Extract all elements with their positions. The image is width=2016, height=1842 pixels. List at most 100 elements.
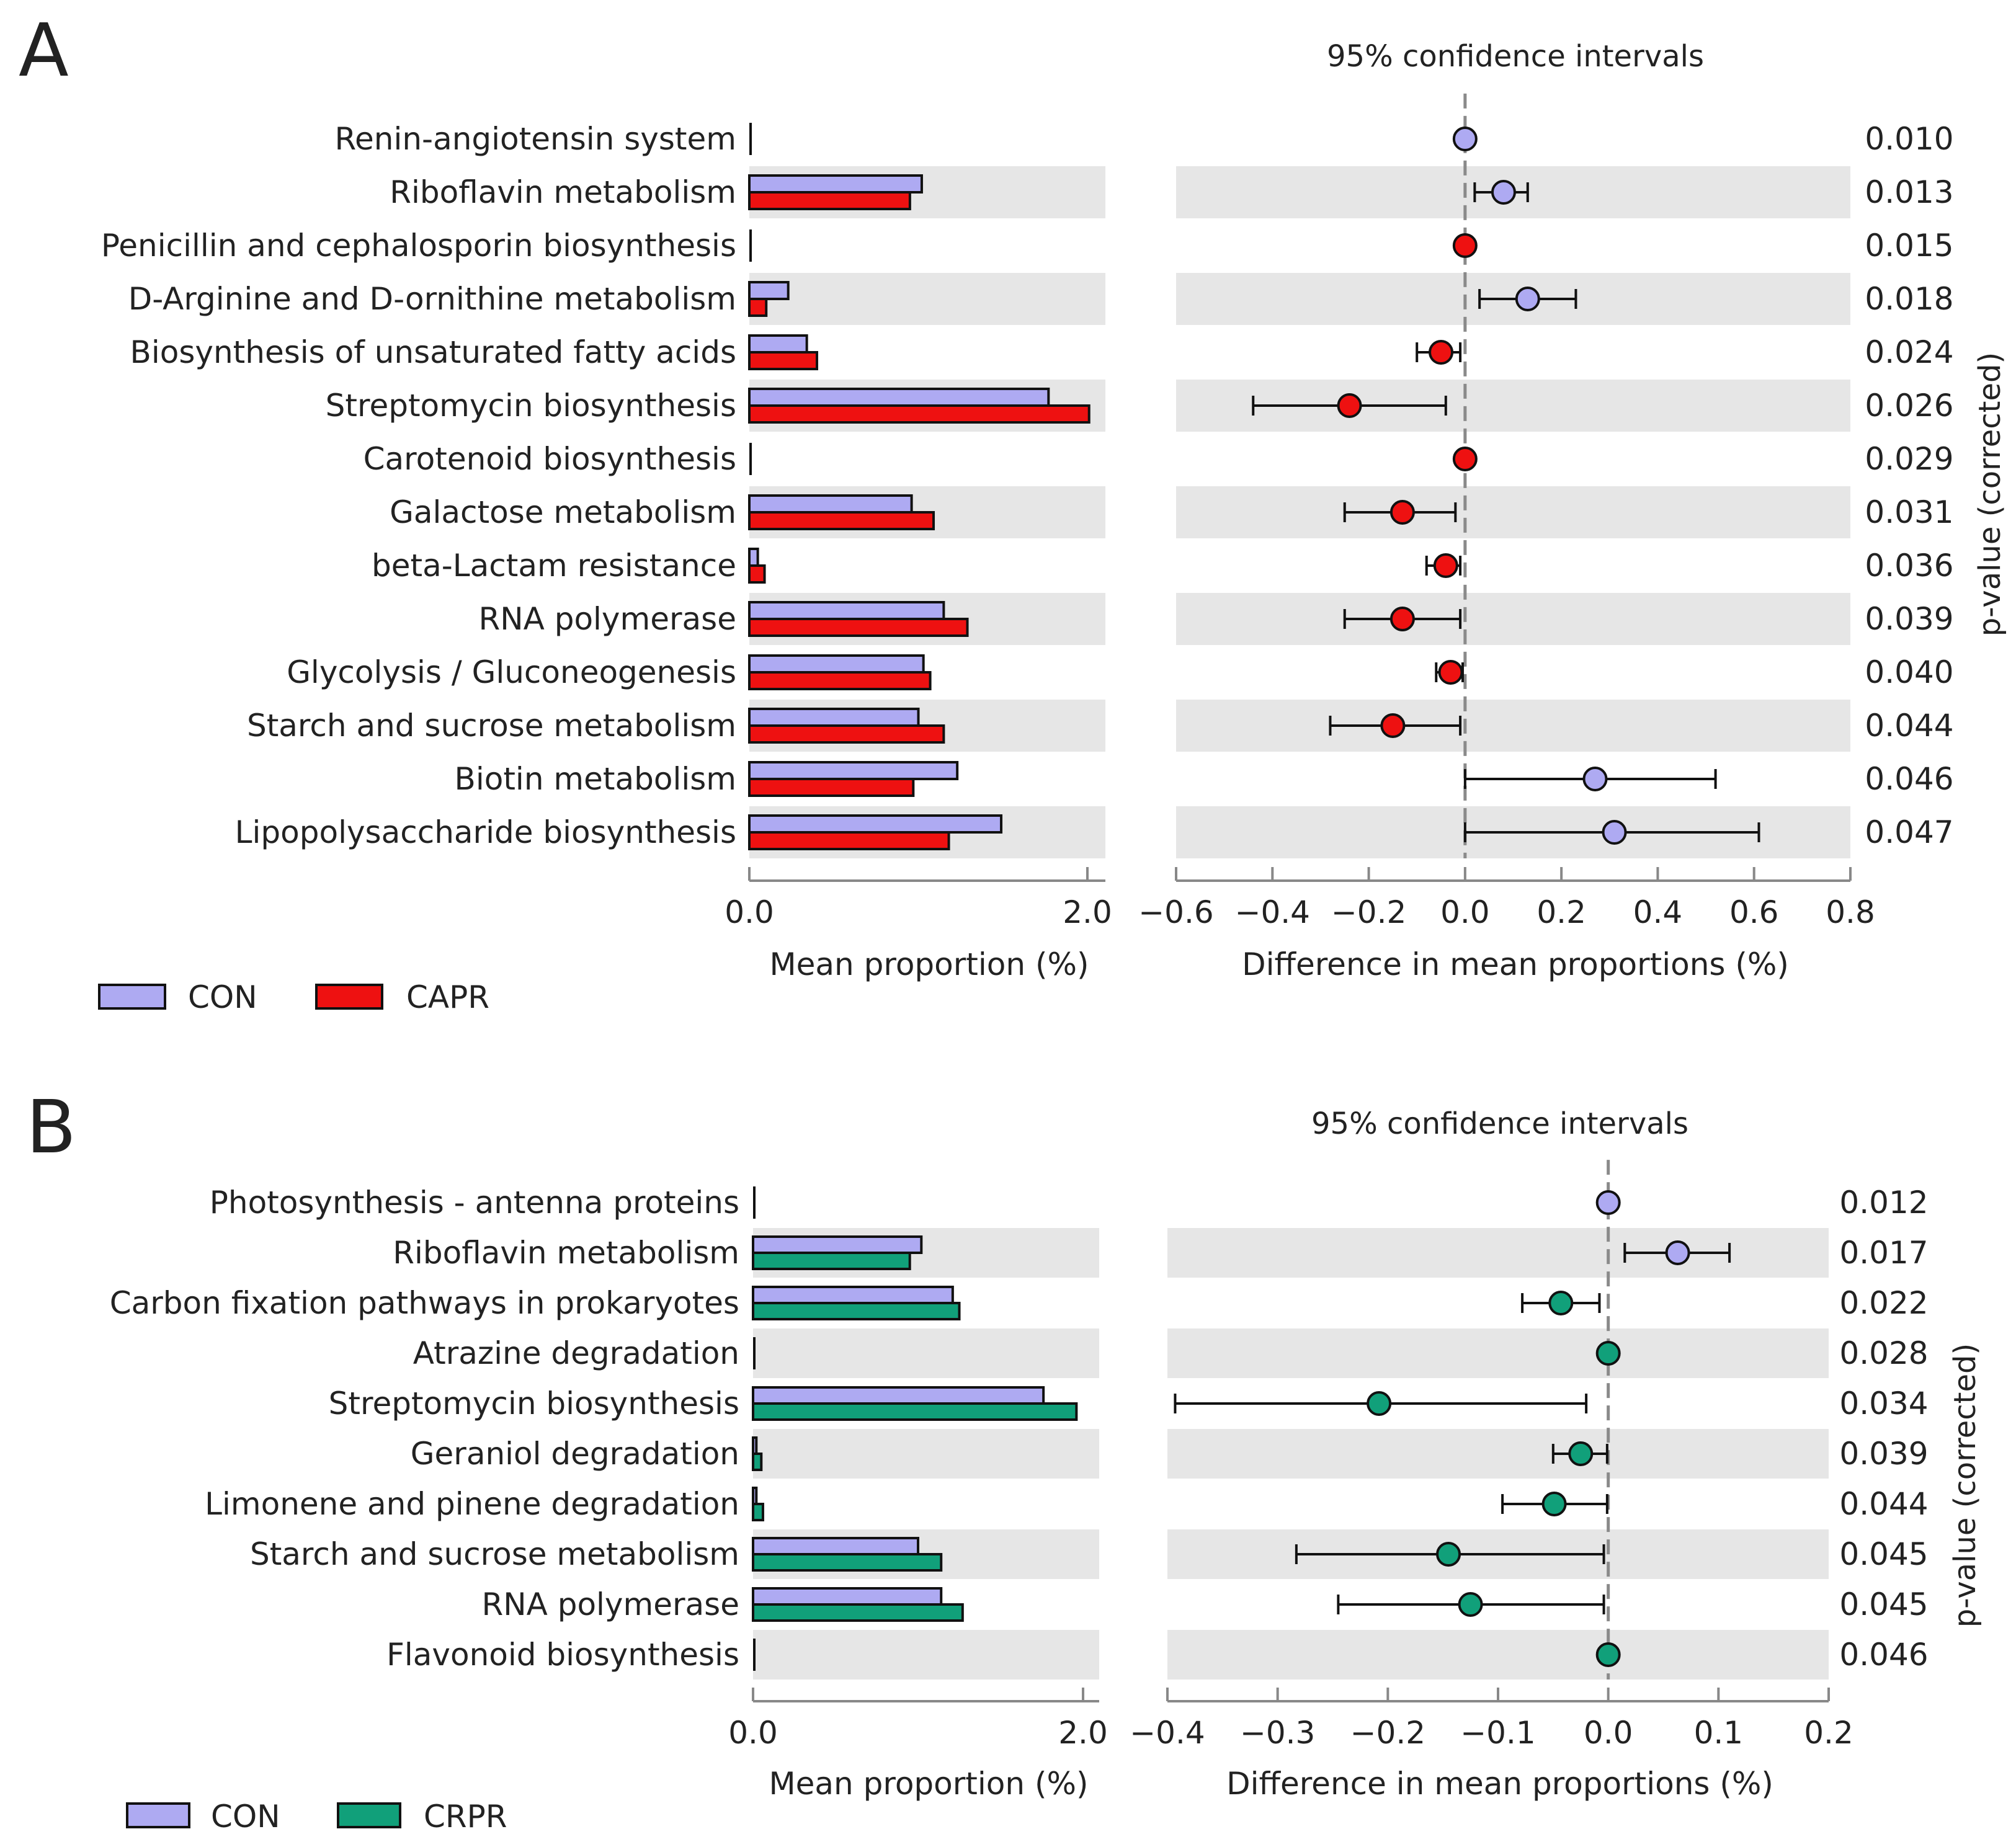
p-value: 0.018 <box>1865 281 1953 317</box>
bar-crpr <box>752 1252 911 1270</box>
bar-crpr <box>752 1553 943 1572</box>
p-value: 0.044 <box>1865 708 1953 744</box>
legend-item-crpr: CRPR <box>337 1799 507 1835</box>
bar-x-tick-label: 2.0 <box>1063 894 1112 930</box>
feature-label: beta-Lactam resistance <box>372 548 736 584</box>
legend-item-capr: CAPR <box>315 979 489 1015</box>
axes: 0.0 2.0 −0.4 −0.3 −0.2 −0.1 0.0 0.1 0.2 <box>728 1688 1853 1751</box>
row-band-diff <box>1176 593 1850 645</box>
diff-point <box>1595 1341 1621 1366</box>
feature-label: RNA polymerase <box>478 601 736 637</box>
feature-label: Riboflavin metabolism <box>390 174 736 210</box>
legend-swatch-con <box>126 1802 190 1828</box>
bar-con <box>748 761 959 780</box>
bar-capr <box>748 778 915 797</box>
feature-label: Penicillin and cephalosporin biosynthesi… <box>101 228 736 264</box>
legend-label-con: CON <box>211 1799 280 1835</box>
legend-swatch-con <box>98 984 166 1010</box>
diff-x-axis-label: Difference in mean proportions (%) <box>1226 1766 1773 1802</box>
feature-label: Starch and sucrose metabolism <box>247 708 736 744</box>
panel-letter: A <box>19 7 69 93</box>
panel-letter: B <box>26 1084 76 1170</box>
feature-label: Streptomycin biosynthesis <box>329 1386 739 1422</box>
p-value: 0.046 <box>1839 1637 1928 1673</box>
feature-label: Riboflavin metabolism <box>393 1235 739 1271</box>
feature-label: RNA polymerase <box>481 1586 739 1622</box>
feature-label: D-Arginine and D-ornithine metabolism <box>128 281 736 317</box>
legend-swatch-crpr <box>337 1802 401 1828</box>
p-value: 0.026 <box>1865 388 1953 424</box>
bar-x-axis-label: Mean proportion (%) <box>769 1766 1089 1802</box>
diff-point <box>1452 233 1478 258</box>
diff-point <box>1541 1492 1567 1516</box>
p-value: 0.015 <box>1865 228 1953 264</box>
bar-con <box>752 1436 758 1455</box>
diff-point <box>1367 1391 1392 1416</box>
p-value-axis-label: p-value (corrected) <box>1973 352 2007 636</box>
bar-crpr <box>752 1503 764 1521</box>
feature-rows: Renin-angiotensin system 0.010 Riboflavin … <box>101 93 1954 858</box>
bar-capr <box>748 351 818 370</box>
p-value: 0.045 <box>1839 1586 1928 1622</box>
p-value: 0.029 <box>1865 441 1953 477</box>
legend-label-con: CON <box>188 979 257 1015</box>
row-band-diff <box>1176 486 1850 538</box>
p-value: 0.028 <box>1839 1335 1928 1371</box>
diff-x-tick-label: −0.2 <box>1350 1715 1425 1751</box>
diff-x-tick-label: 0.1 <box>1694 1715 1744 1751</box>
diff-x-tick-label: 0.0 <box>1584 1715 1633 1751</box>
feature-label: Lipopolysaccharide biosynthesis <box>235 814 736 850</box>
p-value: 0.044 <box>1839 1486 1928 1522</box>
diff-point <box>1452 447 1478 471</box>
bar-con <box>752 1487 758 1505</box>
legend-item-con: CON <box>98 979 257 1015</box>
legend-label-crpr: CRPR <box>424 1799 507 1835</box>
diff-point <box>1433 553 1458 578</box>
bar-con <box>748 548 759 567</box>
legend-swatch-capr <box>315 984 383 1010</box>
legend: CON CRPR <box>126 1799 507 1835</box>
bar-capr <box>748 511 935 530</box>
row-band-diff <box>1167 1429 1829 1479</box>
bar-x-tick-label: 2.0 <box>1058 1715 1108 1751</box>
feature-label: Photosynthesis - antenna proteins <box>210 1185 739 1221</box>
bar-con <box>748 388 1050 407</box>
bar-x-axis-label: Mean proportion (%) <box>770 946 1089 982</box>
p-value: 0.017 <box>1839 1235 1928 1271</box>
diff-x-tick-label: −0.2 <box>1331 894 1406 930</box>
bar-capr <box>748 724 945 744</box>
p-value: 0.022 <box>1839 1285 1928 1321</box>
diff-x-tick-label: 0.8 <box>1826 894 1875 930</box>
p-value: 0.010 <box>1865 121 1953 157</box>
bar-con <box>752 1537 919 1555</box>
p-value-axis-label: p-value (corrected) <box>1948 1343 1983 1627</box>
bar-crpr <box>752 1603 964 1622</box>
feature-label: Flavonoid biosynthesis <box>386 1637 739 1673</box>
p-value: 0.039 <box>1865 601 1953 637</box>
bar-con <box>748 334 808 354</box>
diff-point <box>1595 1190 1621 1215</box>
p-value: 0.045 <box>1839 1536 1928 1572</box>
bar-con <box>752 1235 923 1254</box>
diff-point <box>1458 1592 1483 1617</box>
feature-label: Streptomycin biosynthesis <box>326 388 736 424</box>
bar-capr <box>748 831 950 850</box>
diff-x-tick-label: −0.1 <box>1460 1715 1535 1751</box>
bar-crpr <box>752 1302 961 1320</box>
p-value: 0.039 <box>1839 1436 1928 1472</box>
feature-label: Biosynthesis of unsaturated fatty acids <box>130 334 736 370</box>
legend-item-con: CON <box>126 1799 280 1835</box>
bar-capr <box>748 404 1091 424</box>
feature-label: Carbon fixation pathways in prokaryotes <box>110 1285 739 1321</box>
diff-x-tick-label: 0.4 <box>1633 894 1683 930</box>
row-band-diff <box>1167 1630 1829 1680</box>
diff-x-tick-label: 0.2 <box>1537 894 1586 930</box>
feature-label: Carotenoid biosynthesis <box>364 441 736 477</box>
diff-point <box>1515 287 1540 311</box>
bar-con <box>752 1386 1045 1405</box>
bar-capr <box>748 564 766 584</box>
diff-point <box>1380 713 1406 738</box>
bar-crpr <box>752 1453 763 1471</box>
feature-label: Glycolysis / Gluconeogenesis <box>287 654 736 690</box>
